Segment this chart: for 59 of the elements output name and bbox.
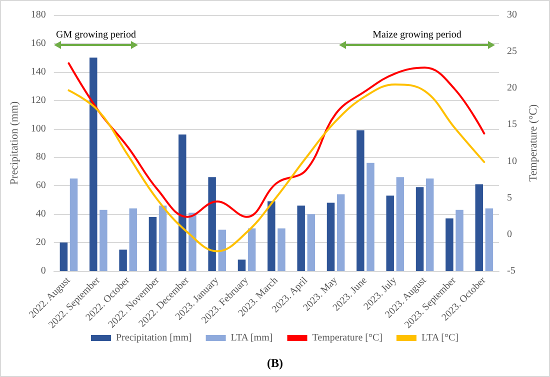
bar — [129, 208, 137, 271]
bar — [278, 228, 286, 271]
y-tick-label: 20 — [36, 237, 46, 248]
bar — [238, 260, 246, 271]
text: (B) — [267, 356, 283, 370]
bar — [456, 210, 464, 271]
bar — [416, 187, 424, 271]
bar — [475, 184, 483, 271]
y-tick-label: 180 — [30, 10, 46, 20]
bar — [208, 177, 216, 271]
y-tick-label: 100 — [30, 123, 46, 134]
bar — [268, 201, 276, 271]
bar — [366, 162, 374, 271]
bar — [158, 206, 167, 271]
bar — [485, 208, 494, 271]
y-tick-label: 60 — [36, 180, 46, 192]
bar — [386, 196, 394, 271]
y2-tick-label: 20 — [507, 82, 517, 94]
y-tick-label: 160 — [30, 38, 46, 49]
bar — [446, 218, 454, 271]
line-series — [68, 62, 486, 218]
bar — [70, 178, 78, 271]
bar — [307, 214, 316, 271]
legend-label: LTA [°C] — [421, 332, 458, 344]
annotation: Maize growing period — [372, 30, 462, 40]
y2-tick-label: -5 — [507, 266, 516, 276]
bar — [148, 216, 157, 271]
bar — [119, 250, 127, 271]
bar — [218, 230, 226, 271]
y-tick-label: 140 — [30, 66, 46, 78]
y-tick-label: 0 — [40, 266, 46, 276]
y-tick-label: 120 — [30, 94, 46, 106]
bar — [426, 178, 434, 271]
bar — [100, 210, 108, 271]
bar — [60, 242, 68, 271]
bar — [336, 194, 345, 271]
bar — [178, 134, 186, 271]
y2-axis-title: Temperature (°C) — [527, 104, 540, 182]
y2-tick-label: 10 — [507, 156, 517, 167]
annotation: GM growing period — [56, 30, 136, 40]
line-series — [68, 83, 486, 252]
y2-tick-label: 30 — [507, 10, 517, 20]
y2-tick-label: 0 — [507, 228, 512, 240]
y2-tick-label: 5 — [507, 192, 512, 204]
legend-label: Temperature [°C] — [312, 332, 382, 344]
bar — [188, 212, 196, 271]
y2-tick-label: 25 — [507, 46, 517, 58]
y-axis-title: Precipitation (mm) — [8, 100, 20, 185]
y2-tick-label: 15 — [507, 119, 517, 130]
legend-label: LTA [mm] — [230, 332, 273, 344]
bar — [248, 228, 256, 271]
bar — [396, 177, 404, 271]
y-tick-label: 80 — [36, 152, 46, 163]
bar — [326, 202, 335, 271]
bar — [297, 206, 305, 271]
bar — [356, 130, 364, 271]
legend-label: Precipitation [mm] — [116, 332, 192, 344]
bar — [90, 58, 98, 271]
y-tick-label: 40 — [36, 208, 46, 220]
